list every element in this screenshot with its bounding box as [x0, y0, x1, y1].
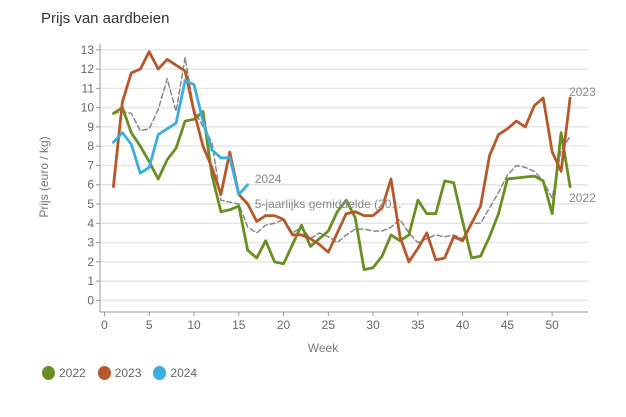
gridlines [100, 49, 588, 302]
x-tick-label: 35 [411, 318, 425, 332]
x-tick-label: 25 [322, 318, 336, 332]
legend-label: 2023 [114, 366, 142, 380]
series-end-label: 2024 [255, 172, 282, 186]
y-tick-label: 11 [82, 81, 95, 95]
x-tick-label: 0 [101, 318, 108, 332]
y-tick-label: 12 [81, 62, 95, 76]
series-line-5-jaarlijks-gemiddelde-20 [112, 56, 571, 244]
series-line-2023 [112, 50, 572, 264]
y-tick-label: 6 [87, 178, 94, 192]
series-end-label: 2023 [569, 85, 596, 99]
y-tick-label: 4 [87, 216, 94, 230]
x-axis-title: Week [308, 341, 339, 355]
x-tick-label: 20 [277, 318, 291, 332]
y-tick-label: 8 [87, 139, 94, 153]
y-tick-label: 3 [87, 236, 94, 250]
x-tick-label: 45 [501, 318, 515, 332]
legend-label: 2022 [59, 366, 86, 380]
series-line-2024 [112, 79, 250, 196]
x-tick-label: 30 [366, 318, 380, 332]
y-tick-label: 0 [87, 293, 94, 307]
y-tick-label: 13 [81, 43, 95, 57]
x-tick-label: 5 [146, 318, 153, 332]
y-axis-title: Prijs (euro / kg) [37, 136, 51, 217]
legend-label: 2024 [170, 366, 198, 380]
legend: 2022 2023 2024 [42, 366, 197, 380]
legend-item-2022[interactable]: 2022 [42, 366, 86, 380]
x-tick-label: 50 [546, 318, 560, 332]
y-tick-label: 1 [87, 274, 94, 288]
series-end-label: 2022 [569, 191, 596, 205]
y-tick-label: 9 [87, 120, 94, 134]
y-tick-label: 10 [81, 101, 95, 115]
y-tick-label: 7 [87, 158, 94, 172]
series-end-label: 5-jaarlijks gemiddelde (20... [255, 197, 402, 211]
x-tick-label: 15 [232, 318, 246, 332]
series-end-labels: 2022 2023 2024 5-jaarlijks gemiddelde (20..… [255, 85, 596, 211]
legend-item-2024[interactable]: 2024 [153, 366, 197, 380]
y-tick-label: 2 [87, 255, 94, 269]
chart-title: Prijs van aardbeien [41, 10, 170, 27]
legend-swatch-2024 [153, 366, 167, 380]
x-tick-label: 40 [456, 318, 470, 332]
legend-item-2023[interactable]: 2023 [97, 366, 142, 380]
series-lines [112, 50, 572, 272]
series-line-2022 [112, 106, 572, 272]
x-tick-label: 10 [187, 318, 201, 332]
legend-swatch-2022 [42, 366, 55, 380]
x-axis: 0 5 10 15 20 25 30 35 40 45 50 [100, 311, 588, 332]
legend-swatch-2023 [97, 366, 111, 380]
y-tick-label: 5 [87, 197, 94, 211]
